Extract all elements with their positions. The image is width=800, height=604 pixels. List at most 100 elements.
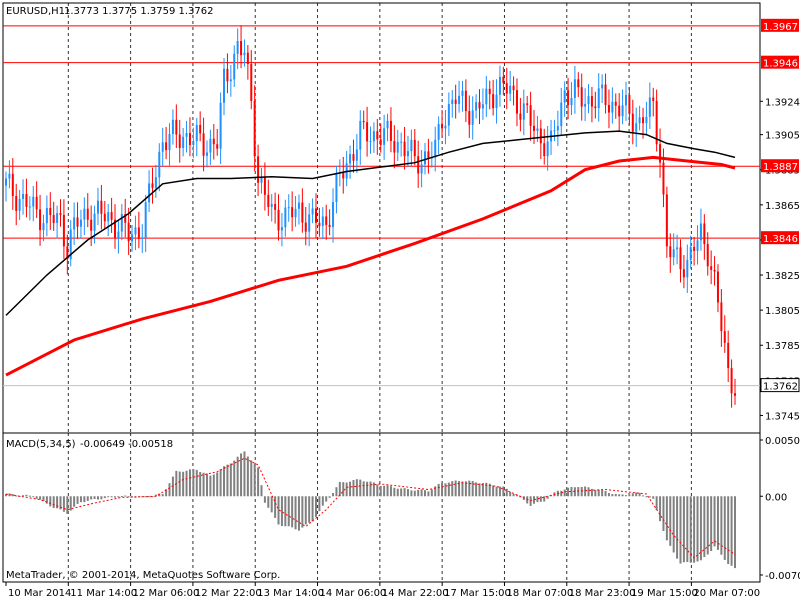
candle-bear <box>713 269 716 272</box>
macd-histogram-bar <box>434 486 437 497</box>
macd-histogram-bar <box>383 485 386 497</box>
macd-histogram-bar <box>246 456 249 497</box>
macd-histogram-bar <box>362 481 365 497</box>
x-tick-label: 10 Mar 2014 <box>8 588 71 599</box>
candle-bear <box>505 83 508 94</box>
candle-bear <box>11 173 14 196</box>
macd-histogram-bar <box>597 489 600 497</box>
candle-bear <box>393 140 396 153</box>
macd-histogram-bar <box>195 469 198 497</box>
candle-bear <box>417 156 420 174</box>
candle-bear <box>15 195 18 211</box>
macd-histogram-bar <box>223 466 226 497</box>
candle-bull <box>28 206 31 208</box>
macd-histogram-bar <box>505 488 508 497</box>
macd-histogram-bar <box>682 496 685 563</box>
macd-histogram-bar <box>314 496 317 517</box>
macd-histogram-bar <box>226 464 229 497</box>
x-tick-label: 18 Mar 23:00 <box>569 588 636 599</box>
candle-bull <box>79 219 82 227</box>
candle-bull <box>185 133 188 137</box>
macd-histogram-bar <box>652 496 655 499</box>
candle-bear <box>301 202 304 223</box>
candle-bear <box>100 200 103 214</box>
macd-histogram-bar <box>35 496 38 499</box>
macd-histogram-bar <box>454 480 457 497</box>
macd-histogram-bar <box>376 484 379 497</box>
price-panel-frame <box>2 2 761 434</box>
y-tick-label: 1.3785 <box>765 341 800 352</box>
candle-bear <box>362 120 365 123</box>
macd-histogram-bar <box>430 489 433 497</box>
y-tick-label: 1.3825 <box>765 271 800 282</box>
x-tick-label: 12 Mar 06:00 <box>133 588 200 599</box>
candle-bear <box>175 119 178 135</box>
macd-histogram-bar <box>560 490 563 497</box>
copyright-text: MetaTrader, © 2001-2014, MetaQuotes Soft… <box>6 570 280 581</box>
candle-bear <box>86 208 89 220</box>
macd-histogram-bar <box>713 496 716 547</box>
macd-histogram-bar <box>393 487 396 497</box>
macd-histogram-bar <box>182 471 185 497</box>
macd-histogram-bar <box>614 494 617 497</box>
macd-histogram-bar <box>124 495 127 497</box>
candle-bear <box>502 76 505 84</box>
macd-histogram-bar <box>665 496 668 541</box>
macd-histogram-bar <box>611 494 614 497</box>
macd-histogram-bar <box>475 482 478 497</box>
macd-histogram-bar <box>498 486 501 497</box>
candle-bull <box>386 120 389 129</box>
candle-bear <box>165 142 168 151</box>
macd-histogram-bar <box>144 496 147 498</box>
macd-histogram-bar <box>441 482 444 497</box>
macd-histogram-bar <box>567 487 570 497</box>
macd-histogram-bar <box>59 496 62 510</box>
macd-histogram-bar <box>216 472 219 497</box>
candle-bull <box>372 131 375 142</box>
x-tick-label: 13 Mar 14:00 <box>257 588 324 599</box>
current-price-label: 1.3762 <box>763 382 798 393</box>
candle-bull <box>621 105 624 117</box>
macd-y-tick-label: 0.00503 <box>765 436 800 447</box>
candle-bear <box>226 68 229 82</box>
macd-histogram-bar <box>165 489 168 497</box>
candle-bear <box>127 222 130 242</box>
x-tick-label: 18 Mar 07:00 <box>506 588 573 599</box>
candle-bear <box>454 99 457 104</box>
candle-bull <box>56 213 59 223</box>
candle-bear <box>328 224 331 227</box>
candle-bull <box>42 223 45 231</box>
macd-histogram-bar <box>96 496 99 500</box>
candle-bear <box>679 247 682 270</box>
candle-bull <box>601 84 604 89</box>
macd-histogram-bar <box>488 483 491 497</box>
macd-histogram-bar <box>120 496 123 498</box>
candle-bear <box>682 269 685 278</box>
macd-histogram-bar <box>495 486 498 497</box>
level-label-box <box>761 55 799 69</box>
candle-bull <box>570 97 573 106</box>
macd-histogram-bar <box>734 496 736 569</box>
candle-bear <box>594 106 597 109</box>
candle-bull <box>406 151 409 157</box>
macd-histogram-bar <box>45 496 48 504</box>
candle-bull <box>192 141 195 145</box>
candle-bull <box>233 53 236 80</box>
macd-histogram-bar <box>192 469 195 497</box>
macd-histogram-bar <box>618 494 621 497</box>
macd-histogram-bar <box>642 495 645 497</box>
macd-histogram-bar <box>240 453 243 497</box>
candle-bear <box>614 101 617 106</box>
macd-histogram-bar <box>413 490 416 497</box>
candle-bear <box>403 141 406 157</box>
macd-histogram-bar <box>471 480 474 497</box>
candle-bear <box>539 128 542 144</box>
candle-bear <box>66 246 69 260</box>
candle-bear <box>110 212 113 220</box>
macd-histogram-bar <box>417 489 420 497</box>
candle-bear <box>580 87 583 107</box>
candle-bull <box>260 177 263 183</box>
x-tick-label: 17 Mar 15:00 <box>444 588 511 599</box>
candle-bear <box>427 151 430 158</box>
x-tick-label: 19 Mar 15:00 <box>631 588 698 599</box>
